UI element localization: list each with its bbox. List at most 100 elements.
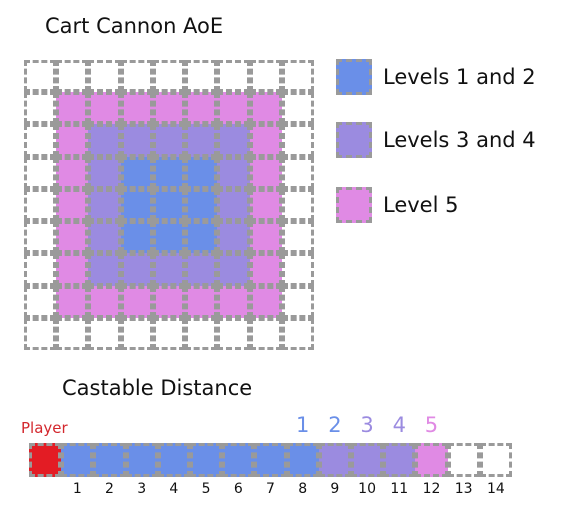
legend-label: Level 5 (383, 193, 459, 217)
aoe-cell (249, 285, 282, 318)
aoe-cell (88, 221, 121, 254)
distance-cell (157, 443, 190, 477)
distance-number: 3 (137, 481, 147, 497)
aoe-cell (185, 285, 218, 318)
distance-number: 7 (266, 481, 275, 497)
distance-number: 14 (486, 481, 505, 497)
aoe-cell (88, 317, 121, 350)
aoe-cell (249, 124, 282, 157)
aoe-cell (56, 188, 89, 222)
aoe-cell (185, 188, 218, 222)
aoe-cell (152, 124, 186, 157)
aoe-cell (249, 188, 282, 222)
legend-item: Levels 1 and 2 (336, 59, 536, 95)
aoe-cell (24, 253, 57, 286)
aoe-cell (217, 285, 250, 318)
level-marker: 4 (392, 413, 406, 437)
aoe-cell (217, 253, 250, 286)
aoe-cell (281, 285, 314, 318)
aoe-cell (24, 188, 57, 222)
aoe-cell (152, 285, 186, 318)
distance-number: 2 (105, 481, 114, 497)
distance-cell (479, 443, 512, 477)
distance-number: 6 (233, 481, 243, 497)
aoe-cell (24, 124, 57, 157)
aoe-cell (88, 285, 121, 318)
aoe-cell (88, 92, 121, 125)
legend-swatch (336, 122, 372, 158)
aoe-cell (120, 60, 153, 93)
legend-item: Level 5 (336, 187, 458, 223)
legend-label: Levels 3 and 4 (383, 128, 536, 152)
legend-swatch (336, 187, 372, 223)
distance-number: 10 (358, 481, 376, 497)
aoe-cell (185, 60, 218, 93)
distance-cell (190, 443, 223, 477)
aoe-cell (185, 156, 218, 189)
distance-title: Castable Distance (62, 376, 253, 400)
distance-number: 4 (169, 481, 179, 497)
player-cell (29, 443, 62, 477)
aoe-cell (88, 156, 121, 189)
aoe-cell (152, 188, 186, 222)
aoe-cell (152, 92, 186, 125)
aoe-cell (120, 253, 153, 286)
aoe-cell (56, 156, 89, 189)
distance-number: 12 (422, 481, 441, 497)
legend-item: Levels 3 and 4 (336, 122, 536, 158)
aoe-cell (217, 188, 250, 222)
aoe-cell (152, 221, 186, 254)
distance-cell (222, 443, 255, 477)
aoe-cell (88, 188, 121, 222)
aoe-cell (88, 60, 121, 93)
aoe-cell (56, 92, 89, 125)
aoe-cell (152, 156, 186, 189)
distance-cell (254, 443, 287, 477)
aoe-cell (281, 60, 314, 93)
aoe-cell (281, 92, 314, 125)
aoe-cell (56, 124, 89, 157)
aoe-cell (185, 92, 218, 125)
aoe-cell (152, 317, 186, 350)
aoe-cell (249, 156, 282, 189)
aoe-cell (217, 60, 250, 93)
aoe-cell (24, 60, 57, 93)
level-marker: 1 (296, 413, 310, 437)
distance-cell (351, 443, 384, 477)
aoe-cell (217, 317, 250, 350)
aoe-cell (88, 253, 121, 286)
aoe-cell (249, 317, 282, 350)
aoe-cell (281, 253, 314, 286)
aoe-cell (249, 92, 282, 125)
distance-cell (447, 443, 480, 477)
distance-number: 8 (298, 481, 308, 497)
distance-cell (286, 443, 319, 477)
aoe-title: Cart Cannon AoE (45, 14, 224, 38)
distance-number: 9 (330, 481, 340, 497)
aoe-cell (281, 156, 314, 189)
aoe-cell (249, 253, 282, 286)
aoe-cell (152, 60, 186, 93)
level-marker: 5 (424, 413, 439, 437)
aoe-cell (152, 253, 186, 286)
aoe-cell (185, 124, 218, 157)
aoe-cell (120, 285, 153, 318)
aoe-cell (24, 156, 57, 189)
level-marker: 3 (360, 413, 374, 437)
distance-cell (93, 443, 126, 477)
aoe-cell (185, 253, 218, 286)
aoe-cell (217, 221, 250, 254)
distance-cell (415, 443, 448, 477)
aoe-cell (281, 221, 314, 254)
distance-cell (383, 443, 416, 477)
aoe-cell (120, 92, 153, 125)
aoe-cell (120, 156, 153, 189)
aoe-cell (217, 92, 250, 125)
distance-bar (29, 443, 512, 477)
aoe-cell (281, 317, 314, 350)
distance-number: 13 (454, 481, 473, 497)
aoe-cell (24, 221, 57, 254)
aoe-cell (24, 285, 57, 318)
aoe-grid (24, 60, 314, 350)
aoe-cell (217, 124, 250, 157)
